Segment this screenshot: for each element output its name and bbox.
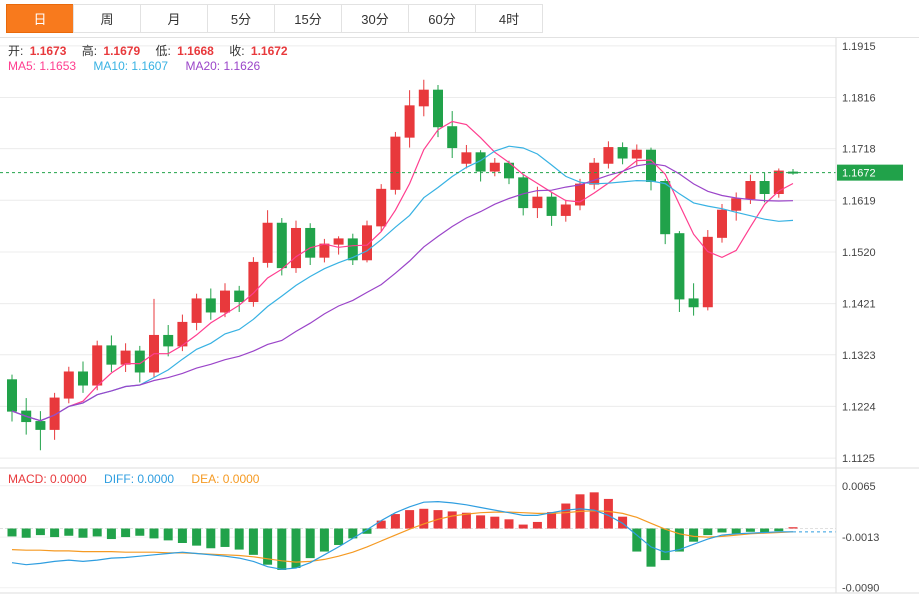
tab-month[interactable]: 月 [140, 4, 208, 33]
svg-text:1.1816: 1.1816 [842, 92, 876, 104]
svg-text:1.1672: 1.1672 [842, 168, 876, 180]
tab-60min[interactable]: 60分 [408, 4, 476, 33]
tab-week[interactable]: 周 [73, 4, 141, 33]
svg-text:1.1421: 1.1421 [842, 299, 876, 311]
timeframe-tabbar: 日 周 月 5分 15分 30分 60分 4时 [0, 0, 919, 38]
candlestick-chart[interactable]: 1.1915 1.1816 1.1718 1.1619 1.1520 1.1421 1.13… [0, 38, 919, 595]
svg-text:1.1125: 1.1125 [842, 453, 875, 465]
svg-text:1.1619: 1.1619 [842, 195, 876, 207]
svg-text:0.0065: 0.0065 [842, 481, 876, 493]
tab-15min[interactable]: 15分 [274, 4, 342, 33]
svg-text:1.1915: 1.1915 [842, 41, 876, 53]
svg-text:-0.0013: -0.0013 [842, 532, 879, 544]
tab-4hour[interactable]: 4时 [475, 4, 543, 33]
tab-30min[interactable]: 30分 [341, 4, 409, 33]
chart-area[interactable]: 1.1915 1.1816 1.1718 1.1619 1.1520 1.1421 1.13… [0, 38, 919, 601]
tab-day[interactable]: 日 [6, 4, 74, 33]
svg-text:1.1520: 1.1520 [842, 247, 876, 259]
svg-text:1.1224: 1.1224 [842, 401, 876, 413]
svg-text:1.1323: 1.1323 [842, 350, 876, 362]
tab-5min[interactable]: 5分 [207, 4, 275, 33]
svg-text:-0.0090: -0.0090 [842, 583, 879, 595]
svg-text:1.1718: 1.1718 [842, 144, 876, 156]
